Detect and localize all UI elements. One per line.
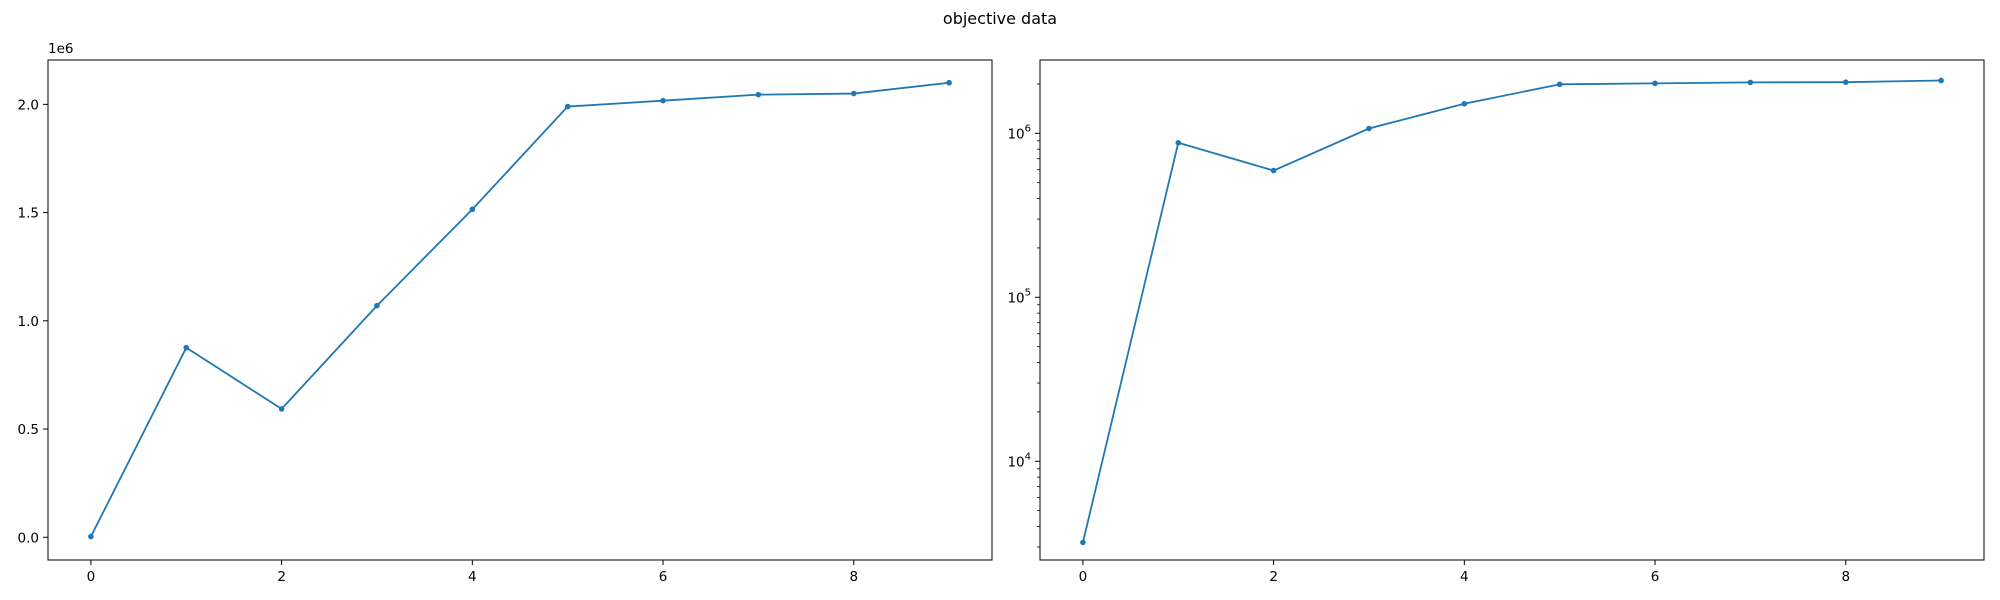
data-point — [1175, 139, 1182, 146]
x-tick-label: 6 — [1651, 569, 1660, 585]
series-line — [90, 81, 950, 537]
data-point — [1366, 125, 1372, 132]
y-tick-label: 2.0 — [18, 97, 39, 113]
data-point — [850, 90, 857, 97]
data-point — [1556, 81, 1563, 88]
y-tick-label: 106 — [1007, 123, 1031, 142]
y-tick-label: 1.0 — [18, 314, 39, 330]
x-tick-label: 6 — [659, 569, 668, 585]
series-line — [1082, 79, 1942, 543]
data-point — [278, 406, 285, 412]
data-point — [1842, 79, 1849, 86]
data-point — [374, 302, 380, 309]
data-point — [755, 91, 762, 98]
axes-frame — [1039, 59, 1985, 561]
x-tick-label: 8 — [849, 569, 858, 585]
x-tick-label: 0 — [1079, 569, 1088, 585]
data-point — [1461, 100, 1468, 107]
data-point — [183, 344, 190, 351]
data-point — [1652, 80, 1658, 87]
data-point — [564, 103, 571, 110]
log-scale-plot: 0 2 4 6 8 104 105 106 — [1007, 59, 1985, 585]
data-point — [1270, 167, 1277, 174]
x-tick-label: 4 — [468, 569, 477, 585]
y-tick-label: 1.5 — [18, 206, 39, 222]
data-point — [1080, 539, 1086, 546]
data-point — [469, 206, 476, 213]
data-point — [1747, 79, 1754, 86]
y-tick-label: 105 — [1007, 287, 1031, 306]
x-tick-label: 0 — [87, 569, 96, 585]
linear-scale-plot: 0 2 4 6 8 0.0 0.5 1.0 1.5 2.0 1e6 — [18, 41, 993, 585]
x-tick-label: 2 — [277, 569, 286, 585]
y-tick-label: 104 — [1007, 451, 1031, 470]
x-tick-label: 4 — [1460, 569, 1469, 585]
data-point — [660, 97, 666, 104]
data-point — [946, 79, 952, 86]
x-tick-label: 2 — [1269, 569, 1278, 585]
y-tick-label: 0.5 — [18, 422, 39, 438]
axes-frame — [47, 59, 993, 561]
y-offset-label: 1e6 — [48, 41, 73, 57]
data-point — [88, 533, 94, 540]
y-tick-label: 0.0 — [18, 530, 39, 546]
figure-title: objective data — [943, 9, 1057, 28]
x-tick-label: 8 — [1841, 569, 1850, 585]
data-point — [1938, 77, 1944, 84]
